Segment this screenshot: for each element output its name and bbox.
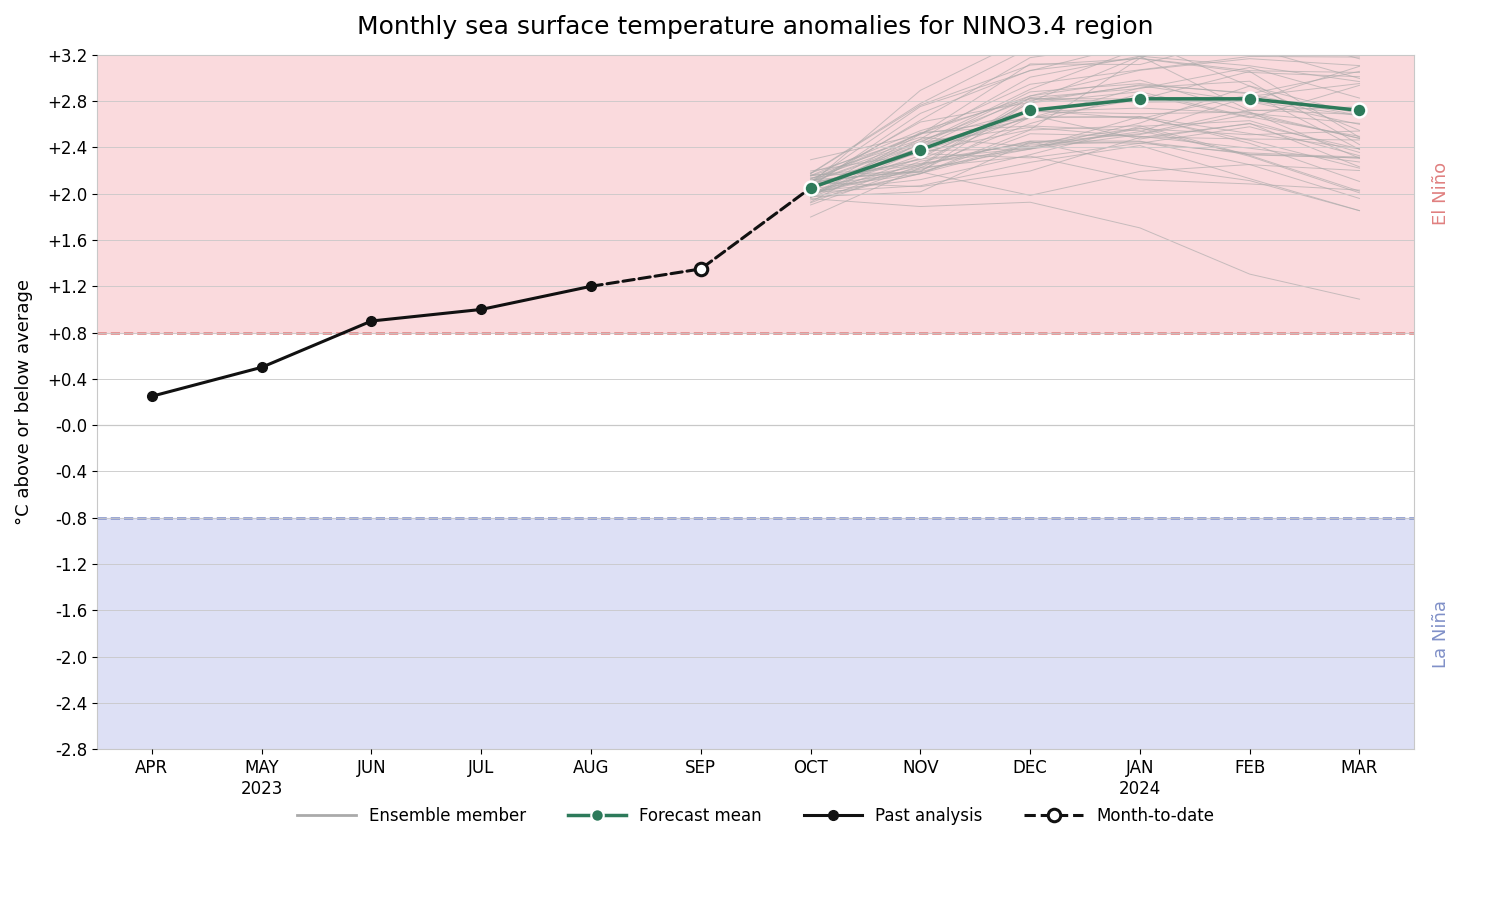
Title: Monthly sea surface temperature anomalies for NINO3.4 region: Monthly sea surface temperature anomalie…	[357, 15, 1154, 39]
Legend: Ensemble member, Forecast mean, Past analysis, Month-to-date: Ensemble member, Forecast mean, Past ana…	[291, 800, 1221, 832]
Bar	[98, 55, 1414, 333]
Text: El Niño: El Niño	[1431, 162, 1449, 225]
Bar	[98, 518, 1414, 749]
Text: La Niña: La Niña	[1431, 599, 1449, 668]
Y-axis label: °C above or below average: °C above or below average	[15, 279, 33, 525]
